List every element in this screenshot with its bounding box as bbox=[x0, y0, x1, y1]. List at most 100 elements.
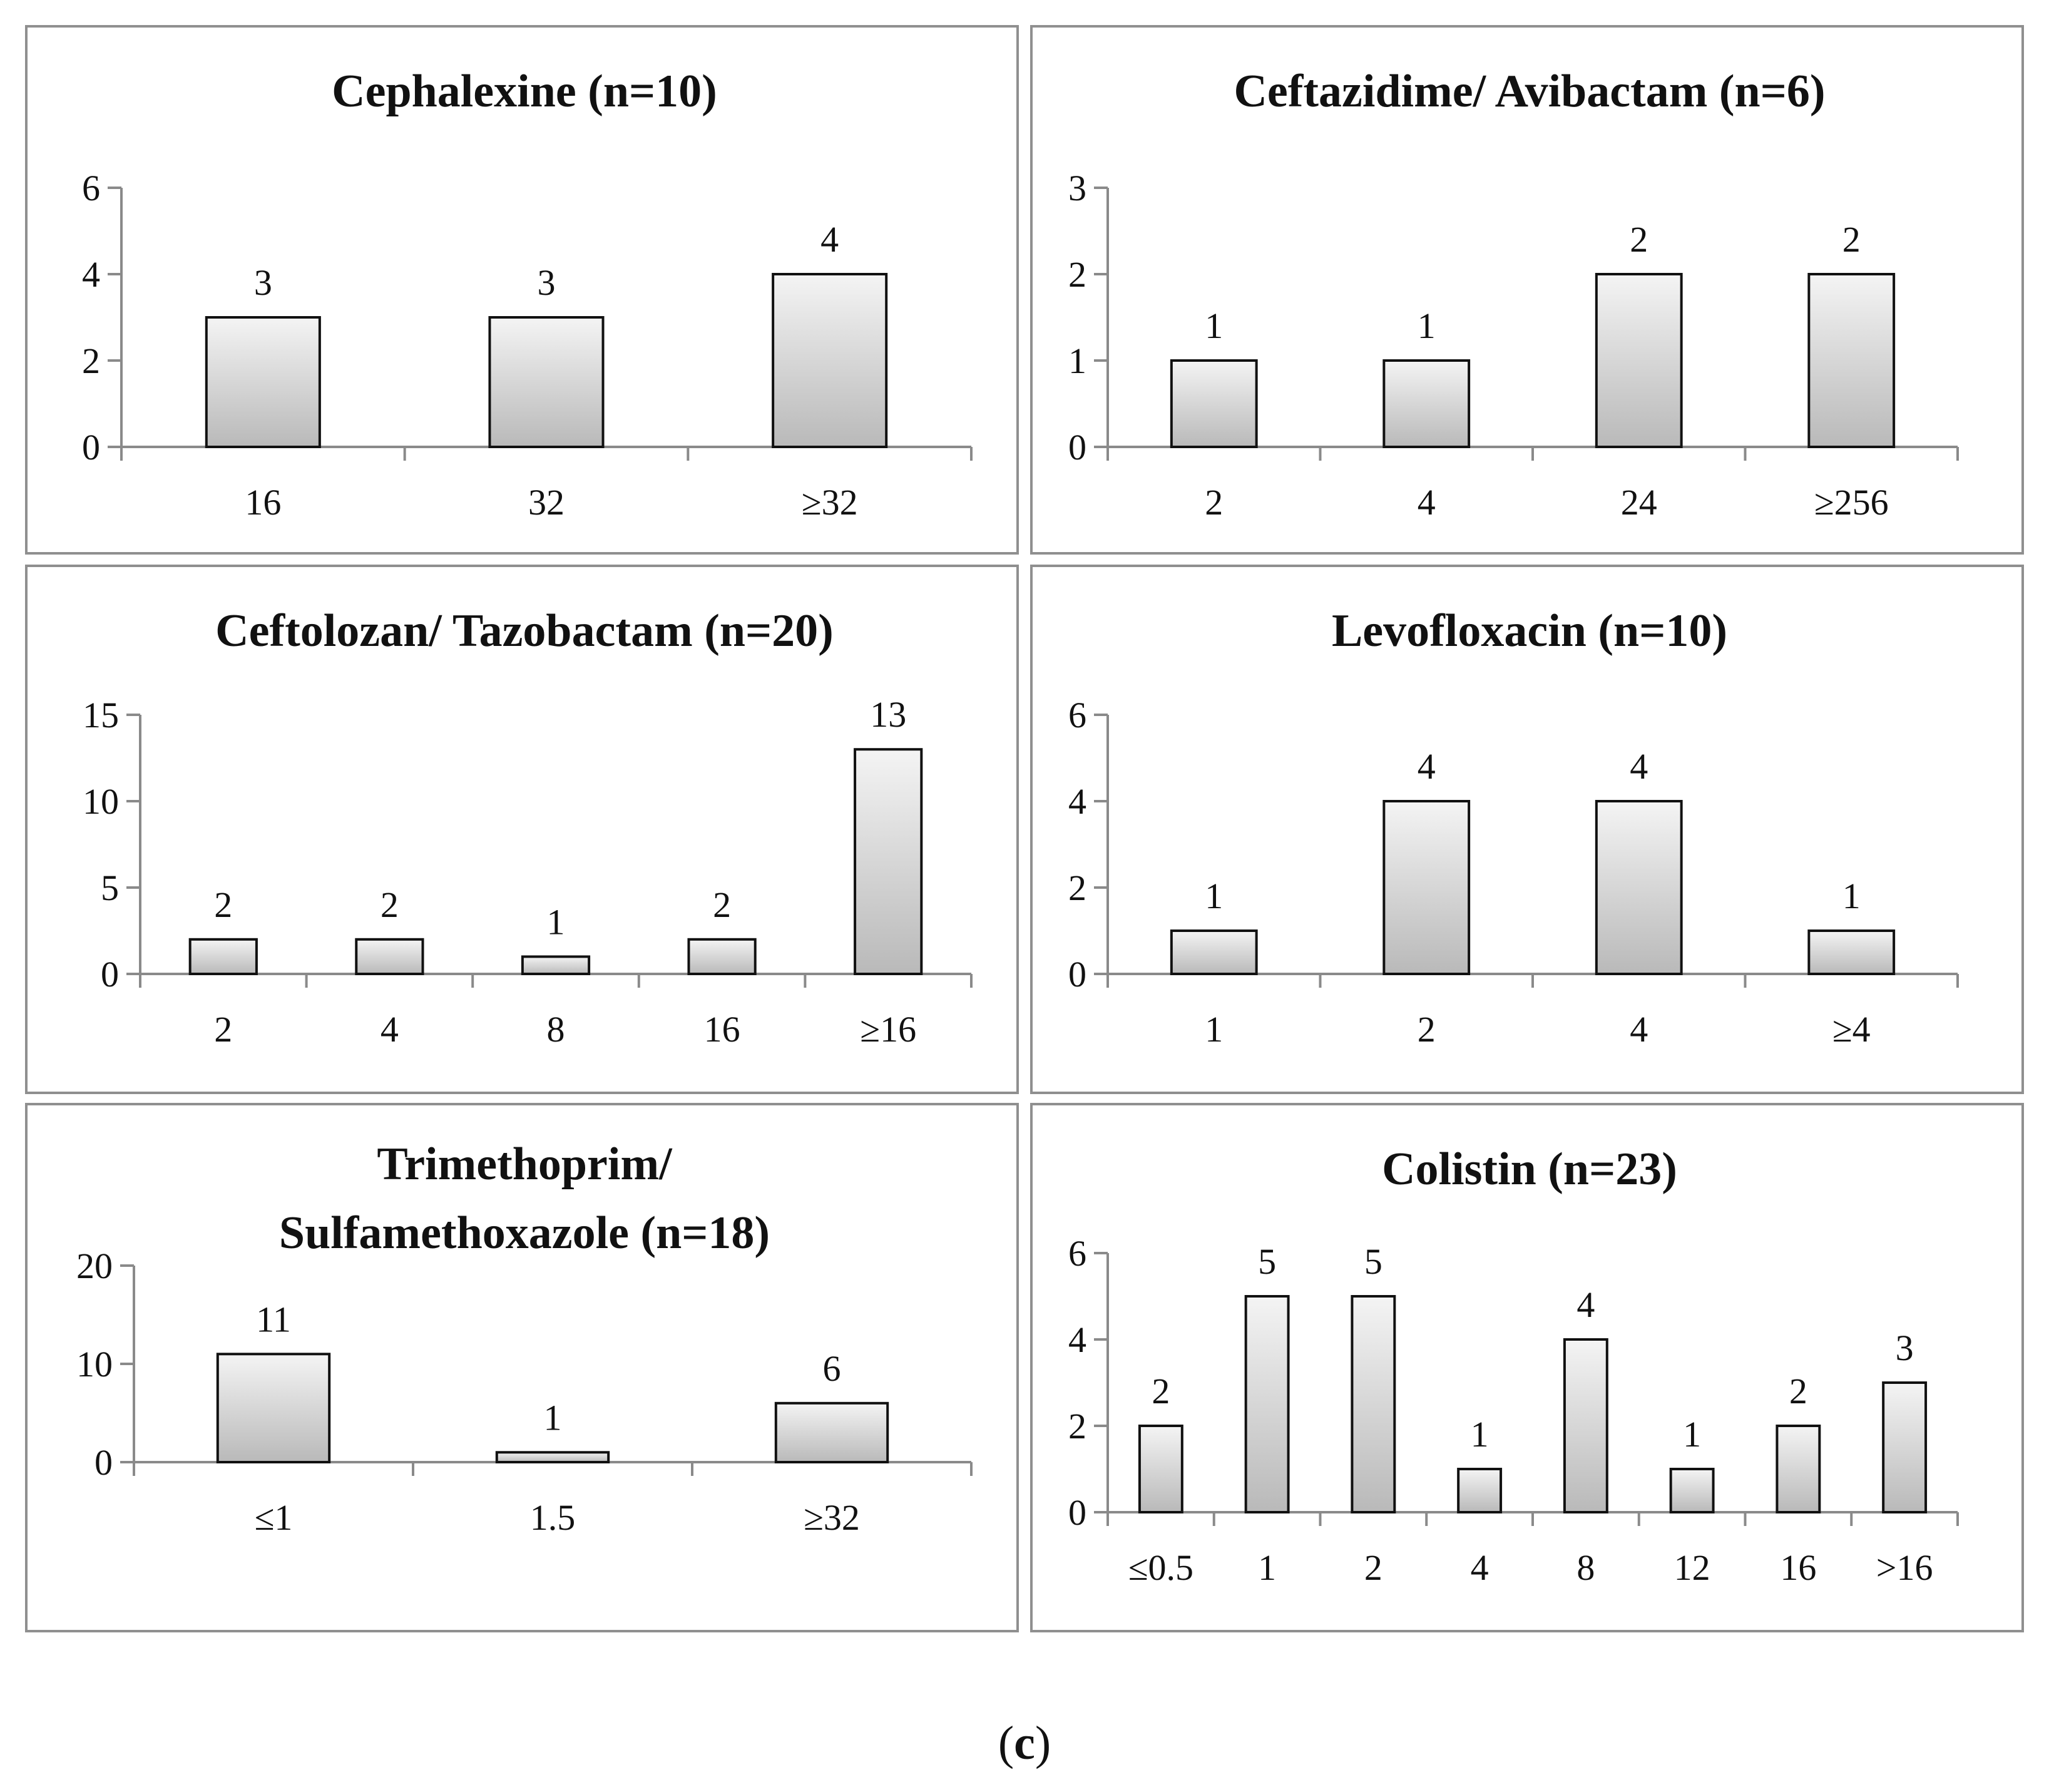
bar-data-label: 4 bbox=[1576, 1284, 1595, 1325]
bar bbox=[1457, 1468, 1503, 1513]
y-tick-label: 2 bbox=[82, 340, 100, 381]
y-tick-label: 2 bbox=[1068, 1406, 1086, 1446]
x-category-label: 1 bbox=[1258, 1547, 1276, 1588]
x-category-label: 8 bbox=[1576, 1547, 1595, 1588]
x-category-label: 2 bbox=[214, 1009, 232, 1050]
x-category-label: ≥32 bbox=[804, 1497, 860, 1538]
bar-data-label: 2 bbox=[1789, 1371, 1807, 1411]
x-category-label: 1.5 bbox=[530, 1497, 576, 1538]
x-category-label: 16 bbox=[245, 482, 281, 523]
chart-title: Cephalexine (n=10) bbox=[332, 66, 717, 117]
bar-data-label: 13 bbox=[870, 694, 906, 735]
bar bbox=[1351, 1295, 1396, 1513]
chart-panel-ceftolozan-tazobactam: Ceftolozan/ Tazobactam (n=20) 0 5 10 15 2 2 2 4 1… bbox=[25, 565, 1019, 1094]
bar bbox=[1563, 1338, 1608, 1513]
x-category-label: ≥16 bbox=[860, 1009, 916, 1050]
x-category-label: 2 bbox=[1364, 1547, 1382, 1588]
chart-title: Ceftazidime/ Avibactam (n=6) bbox=[1234, 66, 1825, 117]
chart-ceftolozan-tazobactam: Ceftolozan/ Tazobactam (n=20) 0 5 10 15 2 2 2 4 1… bbox=[83, 605, 973, 1050]
y-tick-label: 3 bbox=[1068, 168, 1086, 208]
bar bbox=[1170, 359, 1258, 448]
bar-data-label: 4 bbox=[820, 219, 839, 260]
bar-data-label: 1 bbox=[544, 1397, 562, 1438]
chart-title: Levofloxacin (n=10) bbox=[1332, 605, 1727, 657]
bar bbox=[1882, 1381, 1928, 1513]
bar-data-label: 11 bbox=[256, 1299, 291, 1339]
bar-data-label: 3 bbox=[1896, 1328, 1914, 1368]
bar bbox=[854, 748, 923, 975]
x-category-label: ≥4 bbox=[1832, 1009, 1871, 1050]
chart-colistin: Colistin (n=23) 0 2 4 6 2 ≤0.5 5 1 5 2 1 4 4 8 1 12 2 16 3 >… bbox=[1068, 1144, 1959, 1588]
bar-data-label: 2 bbox=[214, 884, 232, 925]
y-tick-label: 20 bbox=[76, 1246, 113, 1286]
bar bbox=[188, 938, 258, 975]
bar-data-label: 1 bbox=[1205, 305, 1223, 346]
bar-data-label: 2 bbox=[1842, 219, 1861, 260]
x-category-label: ≤1 bbox=[255, 1497, 293, 1538]
x-category-label: 32 bbox=[528, 482, 565, 523]
y-tick-label: 0 bbox=[1068, 954, 1086, 995]
bar bbox=[1382, 359, 1471, 448]
y-tick-label: 0 bbox=[1068, 1492, 1086, 1533]
figure-caption: (c) bbox=[0, 1709, 2049, 1778]
y-tick-label: 2 bbox=[1068, 868, 1086, 908]
x-category-label: 4 bbox=[1418, 482, 1436, 523]
x-category-label: ≥32 bbox=[802, 482, 858, 523]
bar-data-label: 1 bbox=[547, 901, 565, 942]
chart-title: Ceftolozan/ Tazobactam (n=20) bbox=[215, 605, 834, 657]
y-tick-label: 6 bbox=[82, 168, 100, 208]
caption-close: ) bbox=[1035, 1717, 1051, 1769]
x-category-label: 4 bbox=[381, 1009, 399, 1050]
y-tick-label: 4 bbox=[82, 254, 100, 295]
caption-letter: c bbox=[1014, 1717, 1035, 1769]
bar bbox=[355, 938, 424, 975]
bar bbox=[205, 316, 321, 448]
x-category-label: 2 bbox=[1205, 482, 1223, 523]
bar bbox=[488, 316, 605, 448]
y-tick-label: 10 bbox=[83, 781, 119, 822]
bar-data-label: 1 bbox=[1205, 876, 1223, 916]
x-category-label: >16 bbox=[1876, 1547, 1933, 1588]
bar bbox=[1382, 800, 1471, 975]
y-tick-label: 4 bbox=[1068, 1319, 1086, 1360]
y-tick-label: 4 bbox=[1068, 781, 1086, 822]
caption-open: ( bbox=[998, 1717, 1014, 1769]
bar bbox=[216, 1353, 331, 1463]
bar-data-label: 6 bbox=[823, 1348, 841, 1389]
chart-title: Sulfamethoxazole (n=18) bbox=[279, 1207, 770, 1259]
chart-panel-levofloxacin: Levofloxacin (n=10) 0 2 4 6 1 1 4 2 4 4 1 ≥4 bbox=[1030, 565, 2024, 1094]
x-category-label: ≥256 bbox=[1814, 482, 1889, 523]
chart-panel-colistin: Colistin (n=23) 0 2 4 6 2 ≤0.5 5 1 5 2 1 4 4 8 1 12 2 16 3 >… bbox=[1030, 1103, 2024, 1632]
x-category-label: 4 bbox=[1630, 1009, 1648, 1050]
x-category-label: ≤0.5 bbox=[1128, 1547, 1193, 1588]
y-tick-label: 1 bbox=[1068, 340, 1086, 381]
bar bbox=[521, 955, 591, 976]
y-tick-label: 5 bbox=[101, 868, 119, 908]
chart-panel-cephalexine: Cephalexine (n=10) 0 2 4 6 3 16 3 32 4 ≥32 bbox=[25, 25, 1019, 555]
y-tick-label: 10 bbox=[76, 1344, 113, 1385]
x-category-label: 24 bbox=[1621, 482, 1657, 523]
bar bbox=[687, 938, 757, 975]
y-tick-label: 15 bbox=[83, 695, 119, 735]
bar-data-label: 2 bbox=[381, 884, 399, 925]
x-category-label: 8 bbox=[547, 1009, 565, 1050]
chart-title: Trimethoprim/ bbox=[377, 1139, 673, 1190]
chart-title: Colistin (n=23) bbox=[1382, 1144, 1677, 1195]
bar bbox=[1244, 1295, 1290, 1513]
y-tick-label: 0 bbox=[95, 1442, 113, 1483]
x-category-label: 1 bbox=[1205, 1009, 1223, 1050]
bar-data-label: 1 bbox=[1842, 876, 1861, 916]
x-category-label: 2 bbox=[1418, 1009, 1436, 1050]
bar-data-label: 1 bbox=[1471, 1414, 1489, 1455]
bar-data-label: 2 bbox=[1630, 219, 1648, 260]
bar-data-label: 1 bbox=[1418, 305, 1436, 346]
y-tick-label: 0 bbox=[82, 427, 100, 468]
chart-cephalexine: Cephalexine (n=10) 0 2 4 6 3 16 3 32 4 ≥32 bbox=[82, 66, 973, 523]
chart-panel-ceftazidime-avibactam: Ceftazidime/ Avibactam (n=6) 0 1 2 3 1 2 1 4 2 24 2… bbox=[1030, 25, 2024, 555]
x-category-label: 12 bbox=[1674, 1547, 1710, 1588]
bar bbox=[1776, 1425, 1821, 1513]
bar-data-label: 3 bbox=[538, 262, 556, 303]
y-tick-label: 0 bbox=[1068, 427, 1086, 468]
bar-data-label: 4 bbox=[1630, 746, 1648, 787]
